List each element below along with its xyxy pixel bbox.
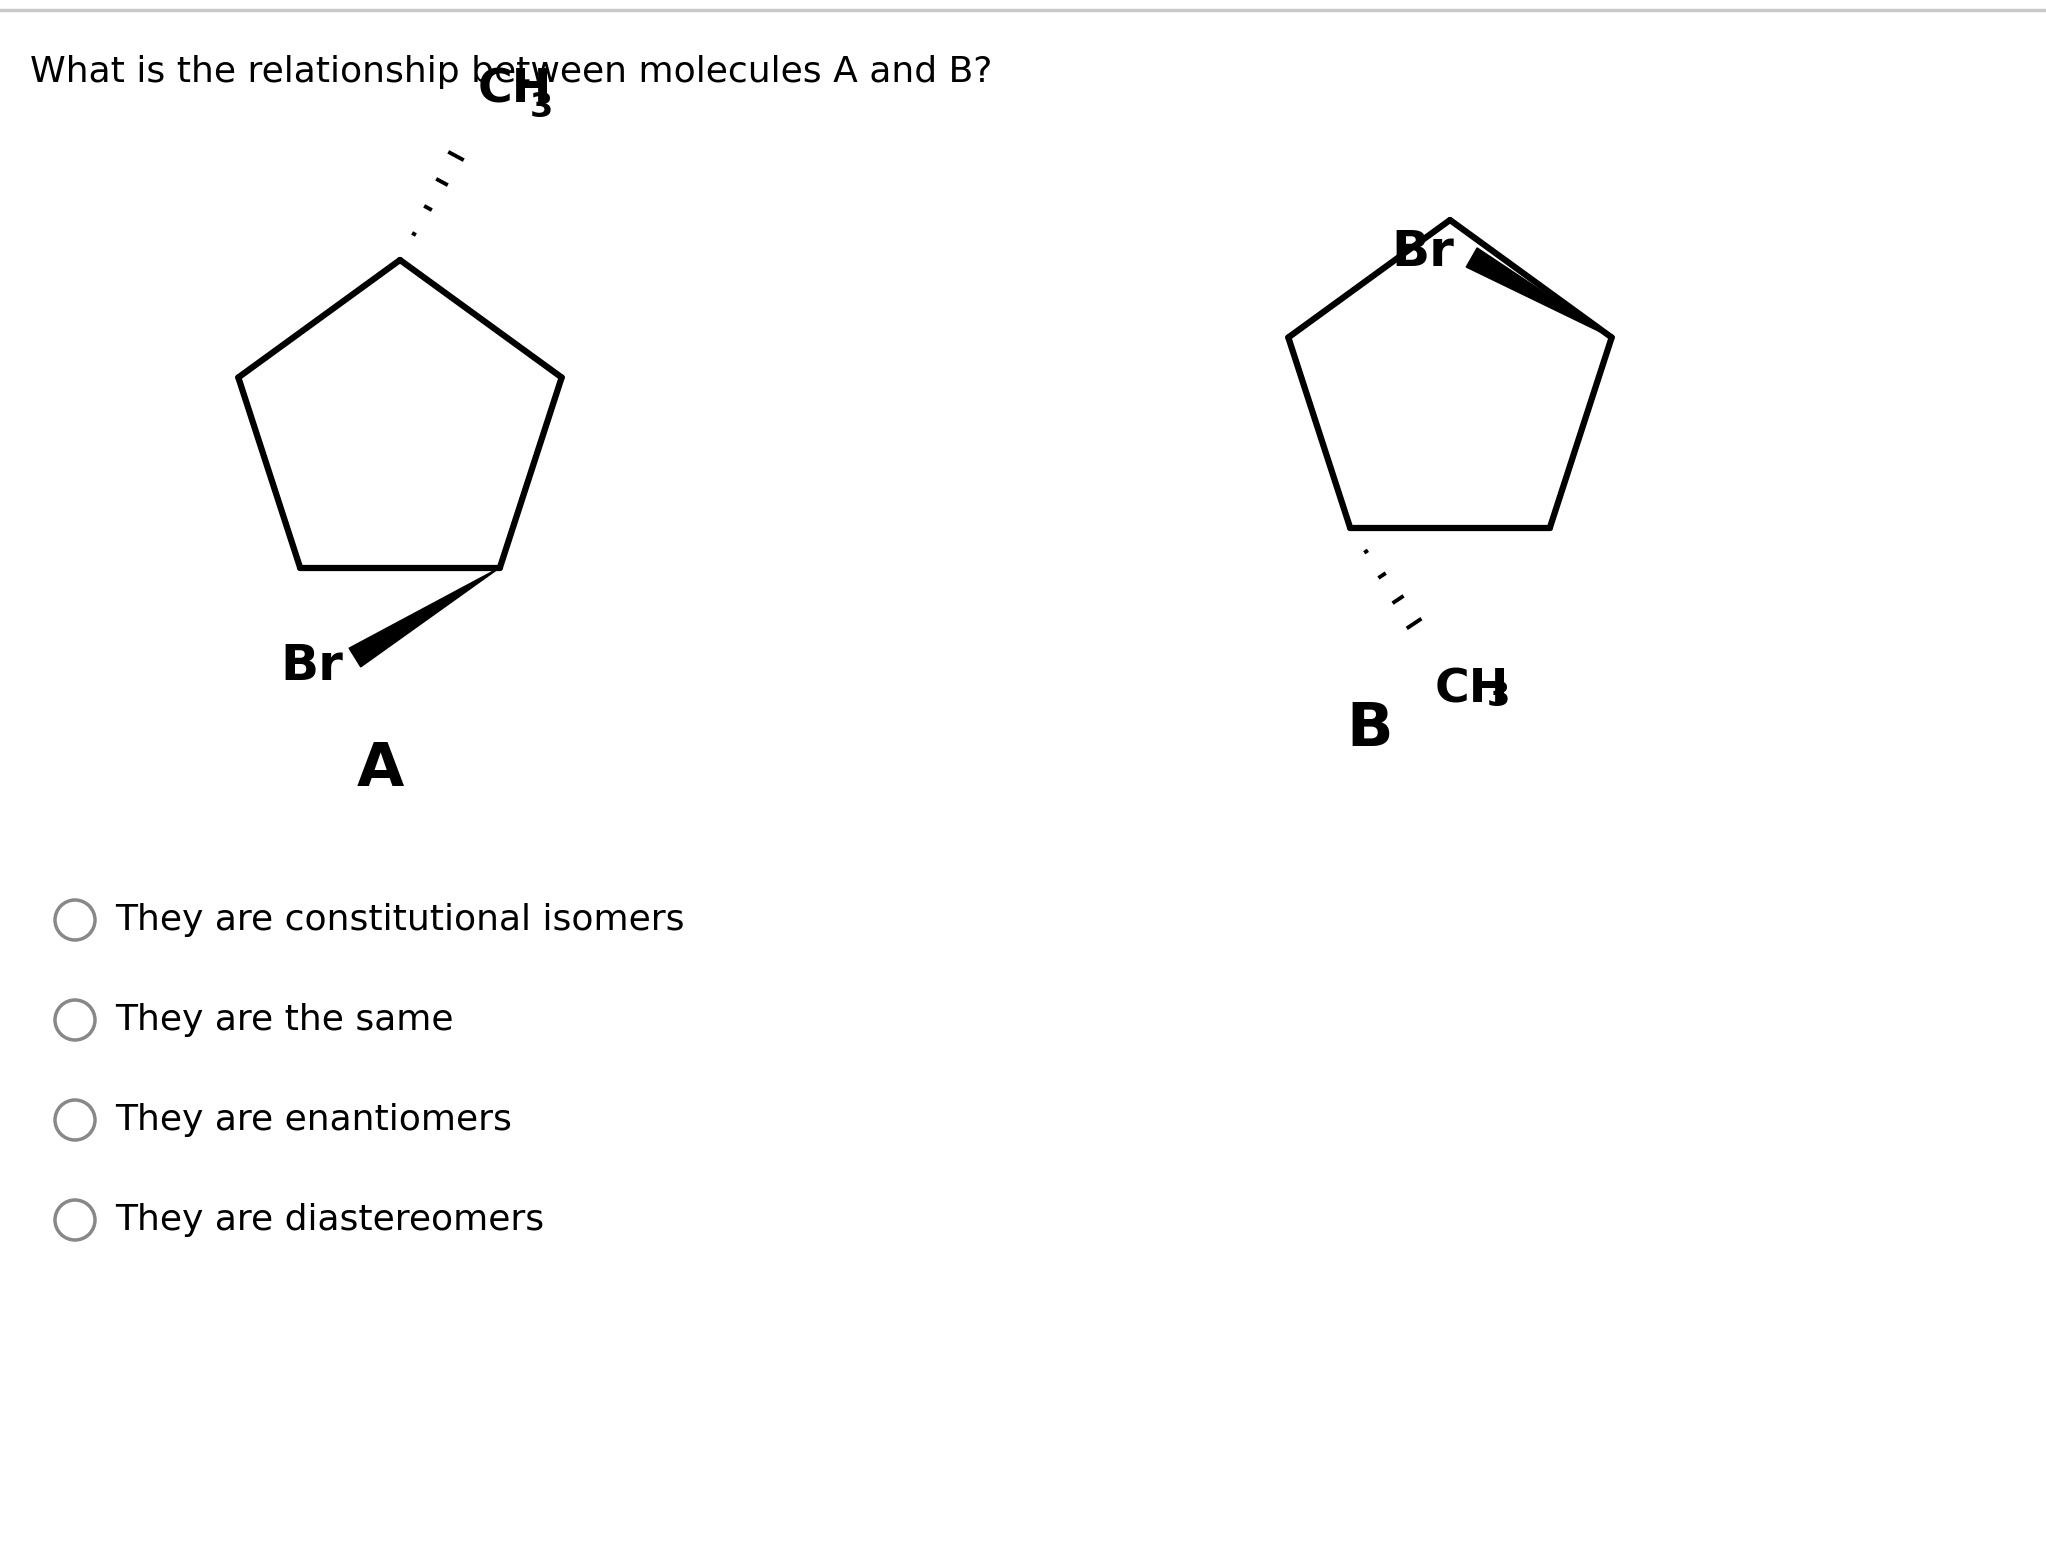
Text: 3: 3 [1487, 679, 1510, 712]
Text: What is the relationship between molecules A and B?: What is the relationship between molecul… [31, 55, 992, 89]
Text: 3: 3 [530, 91, 552, 124]
Text: B: B [1346, 700, 1393, 759]
Polygon shape [350, 568, 499, 667]
Text: CH: CH [1434, 668, 1510, 712]
Text: Br: Br [280, 642, 344, 690]
Text: They are enantiomers: They are enantiomers [115, 1103, 512, 1138]
Text: CH: CH [479, 67, 552, 113]
Polygon shape [1467, 247, 1612, 338]
Text: They are diastereomers: They are diastereomers [115, 1203, 544, 1236]
Text: They are constitutional isomers: They are constitutional isomers [115, 903, 685, 937]
Text: They are the same: They are the same [115, 1003, 454, 1038]
Text: A: A [356, 740, 403, 800]
Text: Br: Br [1391, 228, 1455, 277]
